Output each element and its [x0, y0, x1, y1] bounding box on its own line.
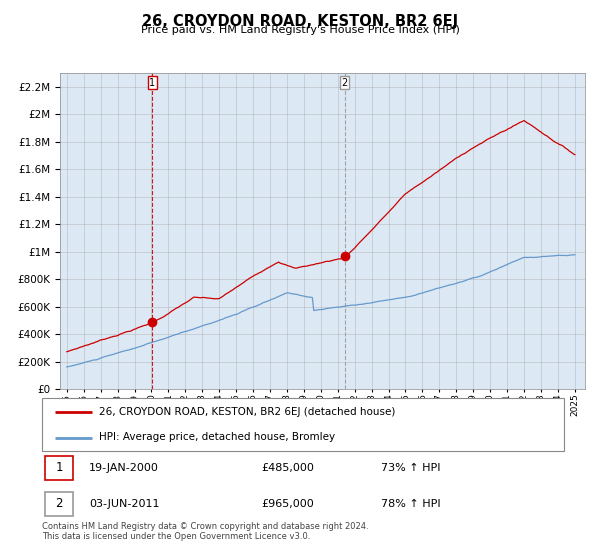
- Text: £485,000: £485,000: [261, 463, 314, 473]
- Text: Price paid vs. HM Land Registry's House Price Index (HPI): Price paid vs. HM Land Registry's House …: [140, 25, 460, 35]
- Text: 26, CROYDON ROAD, KESTON, BR2 6EJ: 26, CROYDON ROAD, KESTON, BR2 6EJ: [142, 14, 458, 29]
- Text: 1: 1: [149, 77, 155, 87]
- Text: 2: 2: [342, 77, 348, 87]
- Text: 73% ↑ HPI: 73% ↑ HPI: [382, 463, 441, 473]
- Text: £965,000: £965,000: [261, 499, 314, 509]
- Text: Contains HM Land Registry data © Crown copyright and database right 2024.
This d: Contains HM Land Registry data © Crown c…: [42, 522, 368, 542]
- FancyBboxPatch shape: [42, 398, 564, 451]
- Text: 26, CROYDON ROAD, KESTON, BR2 6EJ (detached house): 26, CROYDON ROAD, KESTON, BR2 6EJ (detac…: [100, 408, 396, 418]
- Text: 78% ↑ HPI: 78% ↑ HPI: [382, 499, 441, 509]
- Text: HPI: Average price, detached house, Bromley: HPI: Average price, detached house, Brom…: [100, 432, 335, 442]
- Text: 2: 2: [55, 497, 63, 510]
- Text: 19-JAN-2000: 19-JAN-2000: [89, 463, 159, 473]
- Text: 03-JUN-2011: 03-JUN-2011: [89, 499, 160, 509]
- FancyBboxPatch shape: [44, 492, 73, 516]
- Text: 1: 1: [55, 461, 63, 474]
- FancyBboxPatch shape: [44, 455, 73, 480]
